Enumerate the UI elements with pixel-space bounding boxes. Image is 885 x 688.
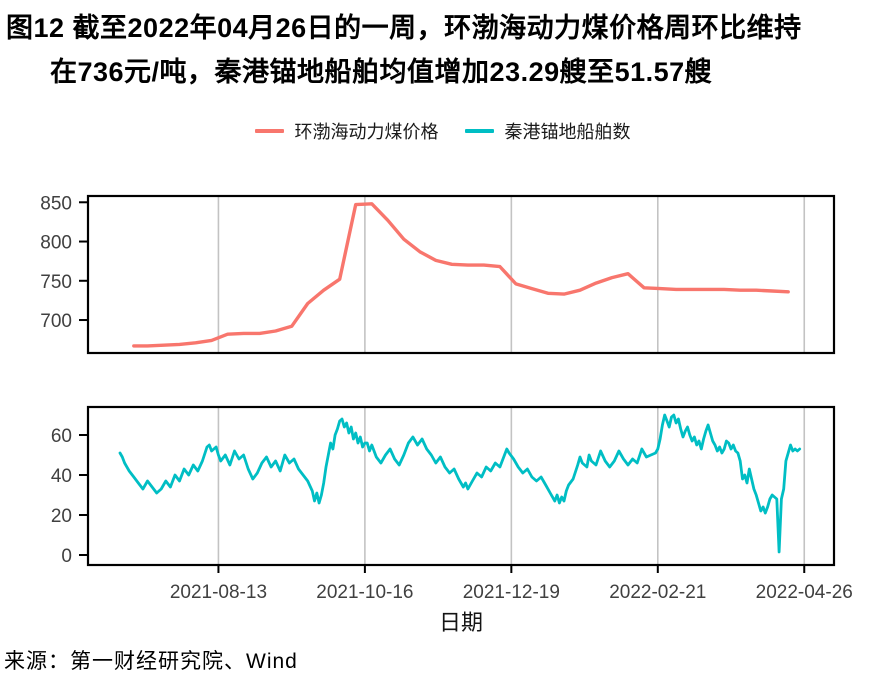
dual-panel-line-chart: 700 750 800 850 0 20 40 60 2021-08-13 2021-10-16 2… xyxy=(40,193,853,635)
x-tick-label: 2021-12-19 xyxy=(463,582,560,603)
x-tick-label: 2021-08-13 xyxy=(170,582,267,603)
y-tick-label: 0 xyxy=(61,546,72,567)
ship-count-line-swatch xyxy=(464,129,494,133)
panel-border xyxy=(86,405,836,567)
legend: 环渤海动力煤价格 秦港锚地船舶数 xyxy=(0,118,885,144)
x-tick-label: 2022-04-26 xyxy=(756,582,853,603)
y-tick-label: 750 xyxy=(40,272,72,293)
panel-border xyxy=(86,194,836,355)
y-tick-label: 20 xyxy=(51,506,72,527)
y-tick-label: 60 xyxy=(51,426,72,447)
source-note: 来源：第一财经研究院、Wind xyxy=(4,650,298,673)
x-axis-title: 日期 xyxy=(439,610,483,635)
coal-price-line xyxy=(132,202,790,348)
x-tick-label: 2022-02-21 xyxy=(609,582,706,603)
legend-label-coal-price: 环渤海动力煤价格 xyxy=(294,122,439,142)
figure-title-line1: 图12 截至2022年04月26日的一周，环渤海动力煤价格周环比维持 xyxy=(6,13,802,43)
ship-count-line xyxy=(118,413,802,554)
y-tick-label: 800 xyxy=(40,233,72,254)
figure-title-line2: 在736元/吨，秦港锚地船舶均值增加23.29艘至51.57艘 xyxy=(50,57,713,87)
y-tick-label: 700 xyxy=(40,311,72,332)
x-tick-label: 2021-10-16 xyxy=(316,582,413,603)
y-tick-label: 850 xyxy=(40,193,72,214)
legend-label-ship-count: 秦港锚地船舶数 xyxy=(504,122,631,142)
legend-item-coal-price: 环渤海动力煤价格 xyxy=(254,118,439,144)
figure-title: 图12 截至2022年04月26日的一周，环渤海动力煤价格周环比维持 在736元… xyxy=(6,6,881,94)
coal-price-line-swatch xyxy=(254,129,284,133)
legend-item-ship-count: 秦港锚地船舶数 xyxy=(464,118,631,144)
y-tick-label: 40 xyxy=(51,466,72,487)
